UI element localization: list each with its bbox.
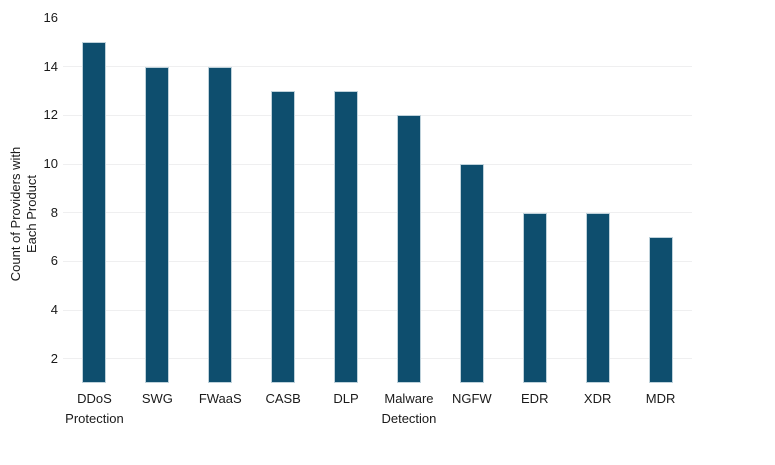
gridline-8 <box>63 212 692 214</box>
x-tick-label-malware-detection: Malware Detection <box>381 391 437 426</box>
bar-dlp <box>334 91 359 383</box>
y-tick-label-2: 2 <box>50 350 58 366</box>
gridline-6 <box>63 260 692 262</box>
bar-casb <box>271 91 296 383</box>
bar-malware-detection <box>396 115 421 383</box>
y-tick-label-6: 6 <box>50 253 58 269</box>
gridline-2 <box>63 358 692 360</box>
y-tick-label-12: 12 <box>43 107 58 123</box>
bar-ngfw <box>459 164 484 383</box>
x-tick-label-swg: SWG <box>141 391 173 406</box>
bar-xdr <box>585 212 610 383</box>
bar-fwaas <box>208 66 233 383</box>
x-tick-label-ngfw: NGFW <box>451 391 492 406</box>
x-tick-label-xdr: XDR <box>583 391 612 406</box>
gridline-4 <box>63 309 692 311</box>
x-tick-label-dlp: DLP <box>333 391 359 406</box>
x-tick-label-mdr: MDR <box>645 391 676 406</box>
y-tick-label-4: 4 <box>50 302 58 317</box>
bar-ddos-protection <box>82 42 107 383</box>
x-tick-label-casb: CASB <box>265 391 301 406</box>
y-tick-label-8: 8 <box>50 204 58 220</box>
bar-mdr <box>648 237 673 383</box>
y-tick-label-16: 16 <box>43 10 58 25</box>
x-tick-label-edr: EDR <box>521 391 549 406</box>
y-tick-label-14: 14 <box>43 58 58 74</box>
gridline-10 <box>63 163 692 165</box>
bar-swg <box>145 66 170 383</box>
x-tick-label-fwaas: FWaaS <box>198 391 242 406</box>
x-tick-label-ddos-protection: DDoS Protection <box>65 391 124 426</box>
y-tick-label-10: 10 <box>43 156 58 171</box>
gridline-12 <box>63 114 692 116</box>
gridline-14 <box>63 66 692 68</box>
bar-edr <box>522 212 547 383</box>
